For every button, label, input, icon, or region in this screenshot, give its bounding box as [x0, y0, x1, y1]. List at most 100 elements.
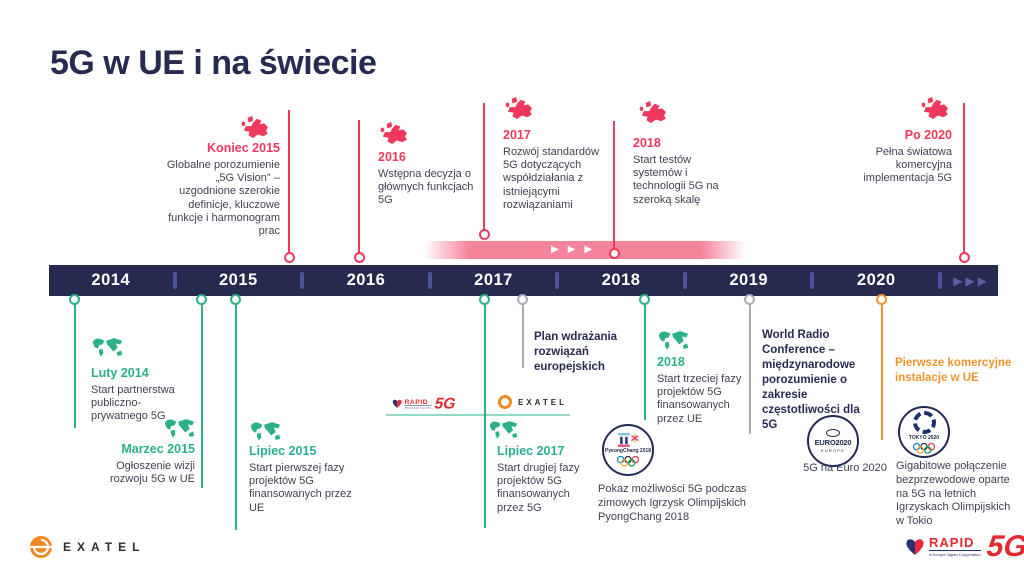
world-map-icon: [657, 329, 689, 356]
event-marzec-2015: Marzec 2015 Ogłoszenie wizji rozwoju 5G …: [93, 442, 195, 486]
rapid-wordmark: RAPID: [929, 535, 975, 550]
event-body: Start testów systemów i technologii 5G n…: [633, 154, 719, 206]
event-2017: 2017 Rozwój standardów 5G dotyczących ws…: [503, 128, 609, 212]
rapid-rule: [404, 405, 432, 406]
event-body: Globalne porozumienie „5G Vision" – uzgo…: [166, 159, 280, 237]
event-body: Start pierwszej fazy projektów 5G finans…: [249, 462, 352, 514]
timeline-marker: [959, 252, 970, 263]
event-luty-2014: Luty 2014 Start partnerstwa publiczno-pr…: [91, 366, 195, 424]
rapid-subtitle: A Europe-Japan Cooperation: [404, 406, 432, 409]
badge-caption: Gigabitowe połączenie bezprzewodowe opar…: [896, 460, 1011, 527]
event-2018-bottom: 2018 Start trzeciej fazy projektów 5G fi…: [657, 355, 757, 426]
connector-line: [522, 304, 524, 368]
timeline-separator: [555, 272, 560, 289]
event-2018-top: 2018 Start testów systemów i technologii…: [633, 136, 739, 207]
connector-line: [644, 304, 646, 420]
badge-label: TOKYO 2020: [908, 434, 940, 441]
europe-map-icon: [379, 122, 409, 151]
timeline-year-2020: 2020: [856, 271, 896, 289]
event-heading: Pierwsze komercyjne instalacje w UE: [895, 357, 1012, 384]
timeline-separator: [300, 272, 305, 289]
connector-line: [749, 304, 751, 434]
timeline-separator: [682, 272, 687, 289]
europe-map-icon: [504, 97, 534, 126]
event-koniec-2015: Koniec 2015 Globalne porozumienie „5G Vi…: [160, 141, 280, 238]
exatel-logo-small: EXATEL: [498, 395, 567, 409]
timeline-future-arrows-icon: ▶ ▶ ▶: [953, 273, 987, 288]
rapid-5g-mark: 5G: [433, 394, 457, 413]
euro-2020-badge: EURO2020 EUROPE: [807, 415, 859, 467]
heart-icon: [906, 538, 924, 555]
exatel-ring-icon: [498, 395, 512, 409]
event-body: Start drugiej fazy projektów 5G finansow…: [497, 462, 580, 514]
tokyo-emblem-icon: [912, 410, 936, 434]
world-map-icon: [249, 420, 281, 447]
pyeongchang-2018-badge: PyeongChang 2018: [602, 424, 654, 476]
band-arrows-icon: ▶▶▶: [551, 244, 602, 255]
timeline-marker: [517, 294, 528, 305]
europe-map-icon: [240, 116, 270, 145]
timeline-marker: [744, 294, 755, 305]
event-body: Rozwój standardów 5G dotyczących współdz…: [503, 146, 599, 211]
event-heading: Marzec 2015: [121, 442, 195, 456]
world-map-icon: [163, 417, 195, 444]
rapid-5g-logo-small: RAPID A Europe-Japan Cooperation 5G: [392, 394, 457, 413]
connector-line: [201, 304, 203, 488]
exatel-wordmark: EXATEL: [518, 397, 567, 407]
timeline-marker: [69, 294, 80, 305]
rapid-5g-mark: 5G: [984, 530, 1024, 563]
pyeongchang-emblem-icon: [617, 433, 639, 447]
timeline-year-2015: 2015: [219, 271, 258, 289]
timeline-separator: [427, 272, 432, 289]
event-lipiec-2017: Lipiec 2017 Start drugiej fazy projektów…: [497, 444, 597, 515]
world-map-icon: [488, 419, 518, 445]
timeline-marker: [639, 294, 650, 305]
olympic-rings-icon: [912, 442, 936, 454]
europe-map-icon: [920, 97, 950, 126]
event-body: Ogłoszenie wizji rozwoju 5G w UE: [110, 460, 195, 486]
connector-line: [235, 304, 237, 530]
event-heading: 2018: [657, 355, 685, 369]
timeline-separator: [938, 272, 943, 289]
badge-label: PyeongChang 2018: [604, 448, 652, 454]
timeline-marker: [479, 229, 490, 240]
event-heading: Plan wdrażania rozwiązań europejskich: [534, 331, 618, 373]
timeline-marker: [479, 294, 490, 305]
event-heading: World Radio Conference – międzynarodowe …: [762, 329, 860, 431]
connector-line: [881, 304, 883, 440]
timeline-marker: [230, 294, 241, 305]
tokyo-2020-badge: TOKYO 2020: [898, 406, 950, 458]
event-heading: 2018: [633, 136, 661, 150]
divider-line: [386, 414, 570, 416]
event-pierwsze-komercyjne: Pierwsze komercyjne instalacje w UE: [895, 356, 1015, 386]
connector-line: [288, 110, 290, 255]
exatel-wordmark: EXATEL: [63, 540, 146, 554]
rapid-wordmark: RAPID: [404, 397, 429, 406]
event-body: Wstępna decyzja o głównych funkcjach 5G: [378, 168, 474, 207]
event-heading: Lipiec 2017: [497, 444, 565, 458]
event-heading: 2017: [503, 128, 531, 142]
timeline-year-2019: 2019: [729, 271, 769, 289]
connector-line: [484, 304, 486, 528]
world-map-icon: [91, 336, 123, 363]
timeline-year-2018: 2018: [601, 271, 641, 289]
timeline-year-2016: 2016: [346, 271, 386, 289]
timeline-separator: [810, 272, 815, 289]
event-body: Pełna światowa komercyjna implementacja …: [863, 146, 952, 185]
event-world-radio-conference: World Radio Conference – międzynarodowe …: [762, 328, 866, 433]
event-2016: 2016 Wstępna decyzja o głównych funkcjac…: [378, 150, 474, 208]
exatel-logo-footer: EXATEL: [28, 534, 145, 560]
event-heading: Koniec 2015: [207, 141, 280, 155]
event-heading: Po 2020: [904, 128, 952, 142]
timeline-marker: [609, 248, 620, 259]
connector-line: [963, 103, 965, 255]
event-body: Start trzeciej fazy projektów 5G finanso…: [657, 373, 742, 425]
uefa-mark-icon: [826, 429, 840, 437]
event-heading: 2016: [378, 150, 406, 164]
timeline-marker: [196, 294, 207, 305]
europe-map-icon: [638, 101, 668, 130]
timeline-year-2017: 2017: [474, 271, 513, 289]
connector-line: [613, 121, 615, 252]
olympic-rings-icon: [616, 455, 640, 467]
